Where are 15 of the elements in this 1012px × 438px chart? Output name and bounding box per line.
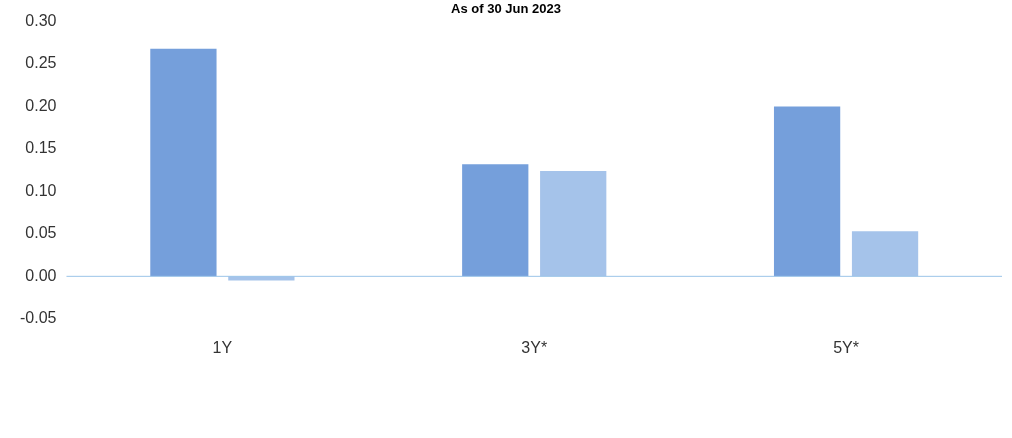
x-tick-label: 3Y*	[521, 338, 548, 356]
y-tick-label: 0.05	[25, 224, 57, 242]
y-tick-label: 0.20	[25, 96, 57, 114]
x-tick-label: 1Y	[212, 338, 233, 356]
y-tick-label: 0.10	[25, 181, 57, 199]
y-tick-label: 0.15	[25, 139, 57, 157]
x-tick-label: 5Y*	[833, 338, 859, 356]
y-tick-label: 0.00	[25, 266, 57, 284]
bar	[462, 164, 529, 277]
y-tick-label: 0.30	[25, 12, 57, 30]
y-tick-label: 0.25	[25, 54, 57, 72]
bar	[150, 48, 217, 277]
y-tick-label: -0.05	[20, 309, 57, 327]
bar	[773, 106, 841, 277]
chart-title: As of 30 Jun 2023	[451, 1, 561, 17]
